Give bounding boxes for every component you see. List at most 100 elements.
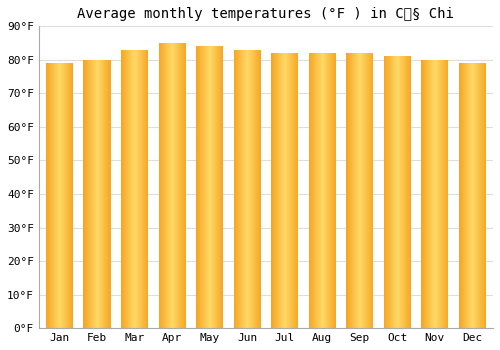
Bar (247, 50, 248, 328)
Bar (179, 43, 180, 328)
Bar (205, 47, 206, 328)
Bar (215, 47, 216, 328)
Bar (176, 43, 177, 328)
Bar (432, 60, 433, 328)
Bar (124, 50, 125, 328)
Bar (485, 63, 486, 328)
Bar (318, 53, 319, 328)
Bar (242, 50, 243, 328)
Bar (90, 60, 91, 328)
Bar (218, 47, 219, 328)
Bar (314, 53, 315, 328)
Bar (65, 63, 66, 328)
Bar (235, 50, 236, 328)
Bar (102, 60, 103, 328)
Bar (46, 63, 48, 328)
Bar (476, 63, 477, 328)
Bar (50, 63, 51, 328)
Bar (60, 63, 61, 328)
Bar (310, 53, 311, 328)
Bar (212, 47, 213, 328)
Bar (91, 60, 92, 328)
Bar (178, 43, 179, 328)
Bar (461, 63, 462, 328)
Bar (481, 63, 482, 328)
Bar (274, 53, 276, 328)
Bar (54, 63, 56, 328)
Bar (69, 63, 70, 328)
Title: Average monthly temperatures (°F ) in Củ§ Chi: Average monthly temperatures (°F ) in Củ… (78, 7, 454, 21)
Bar (139, 50, 140, 328)
Bar (320, 53, 321, 328)
Bar (282, 53, 284, 328)
Bar (404, 56, 405, 328)
Bar (469, 63, 470, 328)
Bar (272, 53, 273, 328)
Bar (125, 50, 126, 328)
Bar (234, 50, 235, 328)
Bar (313, 53, 314, 328)
Bar (106, 60, 107, 328)
Bar (349, 53, 350, 328)
Bar (428, 60, 429, 328)
Bar (134, 50, 135, 328)
Bar (240, 50, 241, 328)
Bar (56, 63, 58, 328)
Bar (443, 60, 444, 328)
Bar (208, 47, 209, 328)
Bar (140, 50, 141, 328)
Bar (346, 53, 347, 328)
Bar (325, 53, 326, 328)
Bar (211, 47, 212, 328)
Bar (104, 60, 105, 328)
Bar (324, 53, 325, 328)
Bar (291, 53, 292, 328)
Bar (206, 47, 207, 328)
Bar (132, 50, 133, 328)
Bar (329, 53, 330, 328)
Bar (315, 53, 316, 328)
Bar (202, 47, 203, 328)
Bar (447, 60, 448, 328)
Bar (407, 56, 408, 328)
Bar (290, 53, 291, 328)
Bar (347, 53, 348, 328)
Bar (385, 56, 386, 328)
Bar (196, 47, 197, 328)
Bar (239, 50, 240, 328)
Bar (466, 63, 467, 328)
Bar (61, 63, 62, 328)
Bar (426, 60, 427, 328)
Bar (159, 43, 160, 328)
Bar (323, 53, 324, 328)
Bar (107, 60, 108, 328)
Bar (319, 53, 320, 328)
Bar (67, 63, 68, 328)
Bar (66, 63, 67, 328)
Bar (162, 43, 164, 328)
Bar (444, 60, 445, 328)
Bar (463, 63, 464, 328)
Bar (430, 60, 431, 328)
Bar (333, 53, 334, 328)
Bar (214, 47, 215, 328)
Bar (168, 43, 170, 328)
Bar (328, 53, 329, 328)
Bar (217, 47, 218, 328)
Bar (204, 47, 205, 328)
Bar (251, 50, 252, 328)
Bar (130, 50, 131, 328)
Bar (426, 60, 428, 328)
Bar (271, 53, 272, 328)
Bar (321, 53, 322, 328)
Bar (197, 47, 198, 328)
Bar (58, 63, 59, 328)
Bar (330, 53, 331, 328)
Bar (437, 60, 438, 328)
Bar (213, 47, 214, 328)
Bar (310, 53, 312, 328)
Bar (158, 43, 160, 328)
Bar (358, 53, 359, 328)
Bar (131, 50, 132, 328)
Bar (359, 53, 360, 328)
